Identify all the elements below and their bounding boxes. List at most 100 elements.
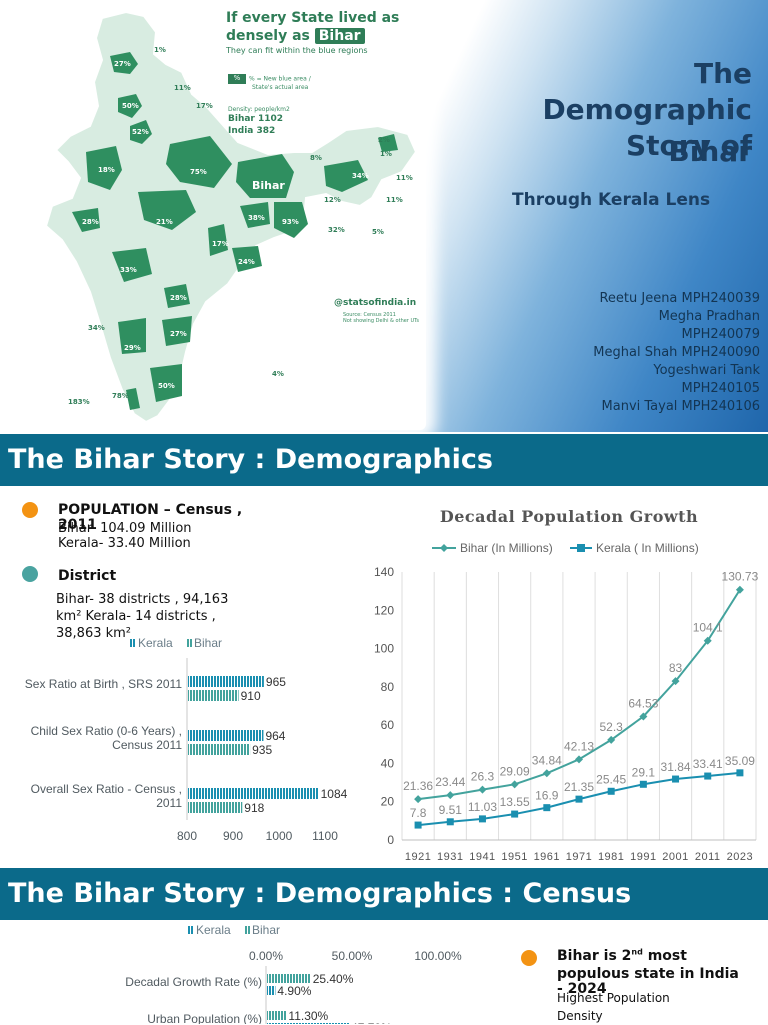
author-line: Reetu Jeena MPH240039	[599, 291, 760, 306]
x-tick-label: 900	[223, 829, 243, 843]
data-label-bihar: 23.44	[435, 775, 465, 789]
presentation-title: The Demographic Story of Bihar	[492, 56, 752, 170]
rank-line3: - 2024	[557, 981, 607, 997]
bihar-tag: Bihar	[314, 28, 365, 44]
bar-label-kerala: 1084	[321, 787, 348, 801]
legend-swatch-kerala	[188, 926, 194, 934]
point-kerala	[446, 818, 454, 826]
y-tick-label: 120	[374, 603, 394, 617]
region-haryana	[130, 120, 152, 144]
data-label-kerala: 25.45	[596, 772, 626, 786]
data-label-kerala: 35.09	[725, 754, 755, 768]
bar-bihar	[188, 690, 239, 701]
bar-bihar	[267, 974, 311, 983]
x-tick-label: 2011	[695, 851, 721, 863]
data-label-kerala: 21.35	[564, 780, 594, 794]
data-label-bihar: 64.53	[628, 696, 658, 710]
rank-bullet: Bihar is 2nd most populous state in Indi…	[557, 947, 757, 998]
pct-label: 34%	[352, 172, 369, 180]
map-source-2: Not showing Delhi & other UTs	[343, 318, 419, 324]
data-label-kerala: 9.51	[439, 803, 463, 817]
legend-swatch-bihar	[244, 926, 250, 934]
pct-label: 24%	[238, 258, 255, 266]
region-karnataka	[118, 318, 146, 354]
region-punjab	[118, 94, 142, 118]
y-tick-label: 40	[381, 756, 395, 770]
data-label-kerala: 13.55	[500, 795, 530, 809]
pct-label: 29%	[124, 344, 141, 352]
pct-label: 4%	[272, 370, 284, 378]
point-bihar	[478, 785, 487, 794]
author-line: MPH240079	[681, 327, 760, 342]
pct-label: 28%	[82, 218, 99, 226]
data-label-bihar: 104.1	[693, 621, 723, 635]
bar-bihar	[188, 802, 243, 813]
bar-kerala	[188, 676, 264, 687]
data-label-bihar: 52.3	[600, 720, 624, 734]
pct-label: 27%	[114, 60, 131, 68]
point-kerala	[672, 775, 680, 783]
point-bihar	[542, 769, 551, 778]
bar-kerala	[188, 730, 264, 741]
region-chhattisgarh	[208, 224, 228, 256]
legend-kerala: Kerala ( In Millions)	[596, 541, 699, 555]
author-line: MPH240105	[681, 381, 760, 396]
point-kerala	[414, 821, 422, 829]
slide-banner: The Bihar Story : Demographics	[0, 434, 768, 486]
bullet-dot	[22, 566, 38, 582]
point-bihar	[639, 712, 648, 721]
bar-label-bihar: 25.40%	[313, 972, 354, 986]
title-line: Bihar	[668, 135, 752, 168]
density-note: Highest Population Density	[557, 989, 670, 1025]
region-ap	[162, 316, 192, 346]
bar-label-bihar: 935	[252, 743, 272, 757]
y-tick-label: 60	[381, 718, 395, 732]
pct-label: 18%	[98, 166, 115, 174]
population-heading-l1: POPULATION – Census ,	[58, 502, 243, 518]
author-line: Manvi Tayal MPH240106	[601, 399, 760, 414]
map-heading-prefix: densely as	[226, 28, 310, 44]
legend-text-1: % = New blue area /	[249, 75, 311, 83]
x-tick-label: 100.00%	[414, 949, 462, 963]
x-tick-label: 1971	[566, 851, 592, 863]
density-note-l1: Highest Population	[557, 991, 670, 1005]
map-source: Source: Census 2011 Not showing Delhi & …	[343, 312, 419, 324]
map-subheading: They can fit within the blue regions	[226, 46, 368, 55]
x-tick-label: 1981	[598, 851, 624, 863]
bar-bihar	[188, 744, 251, 755]
pct-label: 34%	[88, 324, 105, 332]
legend-bihar: Bihar	[252, 923, 280, 937]
x-tick-label: 1000	[266, 829, 293, 843]
pct-label: 75%	[190, 168, 207, 176]
bar-kerala	[267, 986, 276, 995]
pct-label: 12%	[324, 196, 341, 204]
region-wb	[274, 202, 308, 238]
legend-box: %	[228, 74, 246, 84]
rank-text-b: most	[642, 948, 687, 964]
region-assam	[324, 160, 368, 192]
map-heading: If every State lived as	[226, 10, 400, 26]
point-bihar	[703, 636, 712, 645]
map-brand: @statsofindia.in	[334, 298, 417, 308]
sex-ratio-chart: Kerala Bihar Sex Ratio at Birth , SRS 2011…	[25, 636, 348, 843]
bullet-dot	[521, 950, 537, 966]
point-bihar	[607, 735, 616, 744]
point-kerala	[607, 787, 615, 795]
pct-label: 28%	[170, 294, 187, 302]
point-bihar	[575, 755, 583, 764]
presentation-subtitle: Through Kerala Lens	[512, 190, 711, 210]
rank-sup: nd	[631, 947, 643, 957]
y-tick-label: 80	[381, 680, 395, 694]
bar-bihar	[267, 1011, 287, 1020]
growth-urban-chart: Kerala Bihar 0.00% 50.00% 100.00% Decadal Gro…	[125, 923, 462, 1024]
region-odisha	[232, 246, 262, 272]
pct-label: 21%	[156, 218, 173, 226]
pct-label: 2%	[378, 136, 390, 144]
pct-label: 33%	[120, 266, 137, 274]
pct-label: 5%	[372, 228, 384, 236]
region-ne1	[378, 134, 398, 152]
bar-label-bihar: 11.30%	[288, 1009, 328, 1023]
density-bihar: Bihar 1102	[228, 114, 284, 124]
pct-label: 17%	[196, 102, 213, 110]
legend-kerala: Kerala	[196, 923, 231, 937]
